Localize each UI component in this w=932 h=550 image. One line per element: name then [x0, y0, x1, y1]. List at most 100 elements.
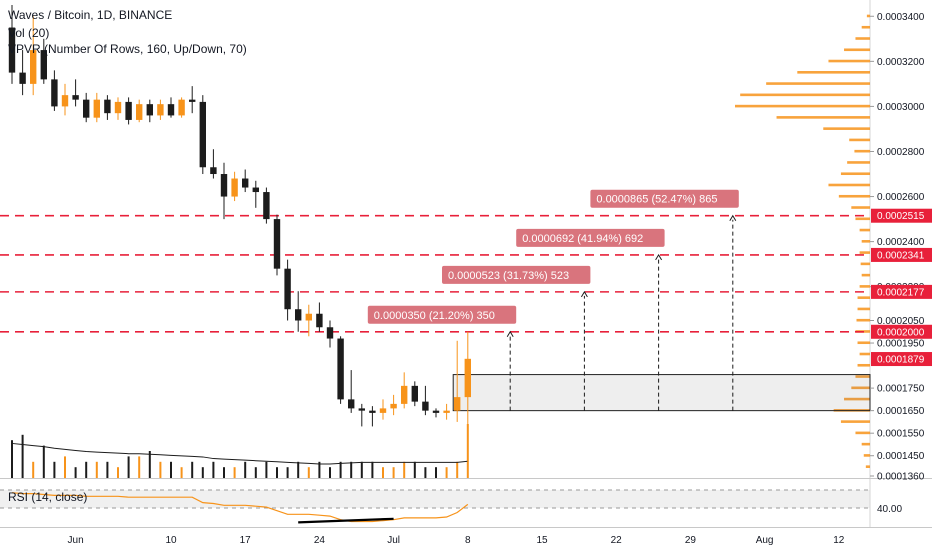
volume-profile-bar: [840, 420, 870, 423]
candle-body: [72, 95, 79, 100]
time-tick-label: Jun: [68, 535, 84, 546]
volume-bar: [85, 461, 88, 478]
volume-profile-bar: [766, 82, 870, 85]
target-arrow-head: [506, 330, 514, 338]
price-tick-label: 0.0001950: [877, 339, 925, 350]
volume-bar: [286, 467, 289, 478]
volume-bar: [32, 461, 35, 478]
target-label-box: [442, 265, 591, 284]
volume-profile-bar: [828, 183, 870, 187]
level-tag: [871, 284, 932, 299]
rsi-legend[interactable]: RSI (14, close): [8, 490, 88, 504]
candle-body: [19, 72, 26, 84]
volume-profile-bar: [855, 431, 870, 435]
volume-profile-bar: [861, 442, 870, 446]
volume-profile-bar: [855, 217, 870, 221]
volume-profile-bar: [847, 161, 870, 164]
target-label: 0.0000523 (31.73%) 523: [448, 270, 569, 282]
target-label: 0.0000692 (41.94%) 692: [522, 233, 643, 245]
volume-profile-bar: [855, 375, 870, 378]
time-tick-label: 29: [685, 535, 697, 546]
candle-body: [220, 174, 228, 197]
target-label-box: [590, 189, 739, 208]
candle-body: [411, 385, 418, 402]
candle-body: [146, 104, 153, 116]
entry-zone-box: [452, 374, 871, 412]
time-tick-label: 12: [833, 535, 845, 546]
chart-title: Waves / Bitcoin, 1D, BINANCE: [8, 8, 173, 22]
volume-bar: [413, 461, 416, 478]
volume-bar: [127, 456, 130, 478]
candle-body: [125, 101, 132, 120]
volume-profile-bar: [859, 251, 870, 254]
volume-bar: [445, 467, 448, 478]
volume-bar: [435, 467, 437, 478]
volume-profile-bar: [861, 25, 870, 29]
price-axis[interactable]: 0.0003400 0.0003200 0.0003000 0.0002800 0.00…: [870, 12, 932, 483]
volume-bar: [392, 467, 395, 478]
volume-profile-bar: [844, 48, 870, 52]
entry-zone: [452, 374, 871, 412]
time-tick-label: 22: [611, 535, 623, 546]
volume-profile-bar: [857, 296, 870, 299]
vpvr-legend[interactable]: VPVR (Number Of Rows, 160, Up/Down, 70): [8, 42, 247, 56]
volume-profile-bar: [849, 138, 870, 142]
candle-body: [8, 27, 16, 73]
volume-bar: [159, 461, 162, 478]
volume-bar: [95, 461, 98, 478]
candle-body: [284, 268, 291, 310]
volume-profile-bar: [851, 386, 870, 390]
volume-legend[interactable]: Vol (20): [8, 26, 50, 40]
candle-body: [326, 327, 334, 339]
volume-profile-bar: [851, 206, 870, 209]
volume-bar: [456, 461, 459, 478]
volume-bar: [170, 461, 172, 478]
price-tick-label: 0.0001650: [877, 406, 925, 417]
volume-bar: [424, 467, 427, 478]
volume-profile-bar: [859, 285, 870, 288]
volume-profile-bar: [840, 172, 870, 176]
rsi-band: [0, 490, 870, 508]
candle-body: [61, 95, 69, 107]
time-tick-label: 15: [536, 535, 548, 546]
volume-profile-bar: [844, 397, 870, 401]
level-tag-label: 0.0002177: [877, 287, 925, 298]
price-tick-label: 0.0001360: [877, 472, 925, 483]
volume-ma: [11, 442, 468, 465]
volume-profile-bar: [863, 454, 870, 457]
volume-profile: [735, 14, 870, 468]
candle-body: [358, 408, 365, 411]
level-tag-label: 0.0002515: [877, 211, 925, 222]
candle-body: [40, 50, 47, 80]
volume-profile-bar: [838, 194, 870, 198]
candle-body: [390, 403, 397, 409]
time-axis[interactable]: Jun 10 17 24 Jul 8 15 22 29 Aug 12: [68, 535, 845, 546]
volume-profile-bar: [860, 262, 870, 266]
volume-profile-bar: [740, 93, 870, 97]
candle-body: [432, 410, 440, 413]
volume-bar: [329, 467, 331, 478]
level-tag: [871, 324, 932, 339]
price-tick-label: 0.0002050: [877, 316, 925, 327]
target-projections: 0.0000350 (21.20%) 350 0.0000523 (31.73%)…: [367, 189, 739, 411]
volume-bar: [180, 467, 183, 478]
target-arrow-head: [580, 290, 588, 298]
candle-body: [401, 385, 408, 404]
candle-body: [273, 219, 281, 269]
time-tick-label: Jul: [387, 535, 400, 546]
level-tag-label: 0.0002000: [877, 327, 925, 338]
price-tick-label: 0.0001450: [877, 451, 925, 462]
volume-bar: [191, 461, 194, 478]
time-tick-label: 10: [165, 535, 177, 546]
volume-bar: [212, 461, 215, 478]
candle-body: [305, 313, 312, 321]
volume-bar: [138, 456, 141, 478]
candle-body: [252, 187, 259, 193]
candle-body: [210, 167, 217, 175]
candle-body: [422, 401, 429, 411]
candle-body: [295, 309, 302, 321]
time-tick-label: 17: [240, 535, 252, 546]
rsi-pane: 40.00: [0, 489, 902, 524]
